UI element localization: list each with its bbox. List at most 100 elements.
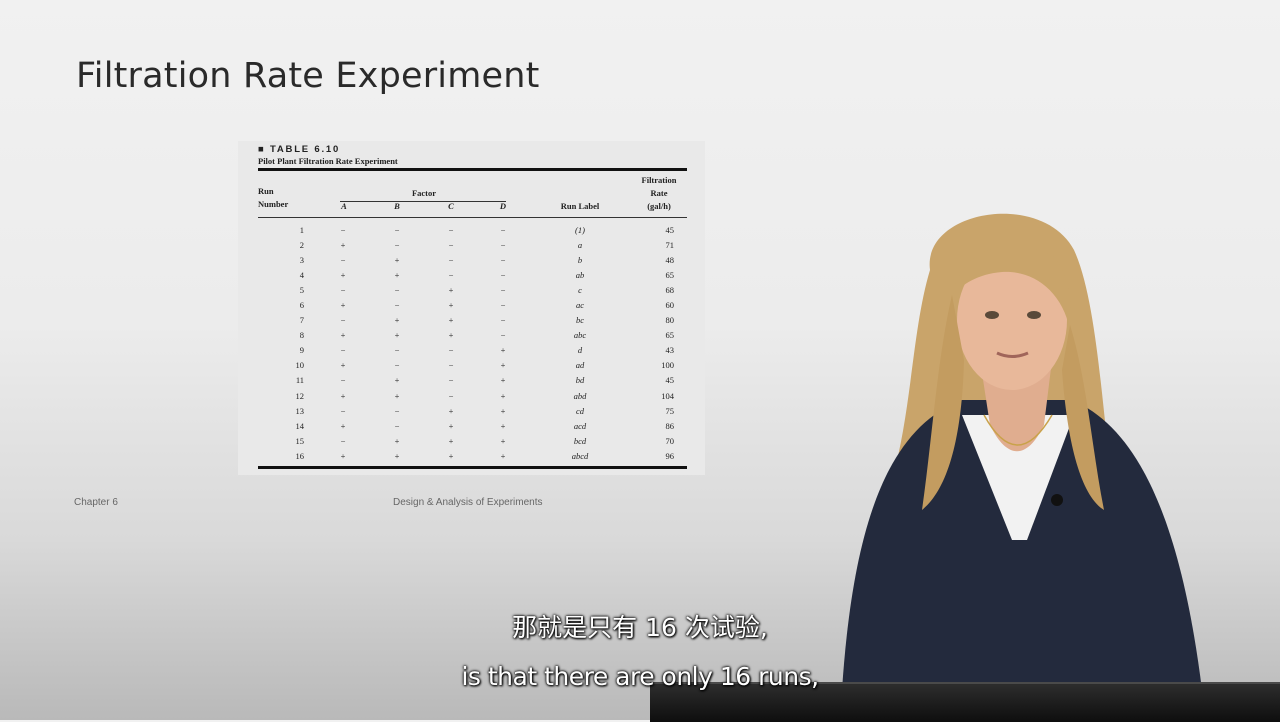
header-run-label: Run Label — [560, 201, 600, 211]
cell-rate: 80 — [665, 315, 675, 326]
cell-rate: 96 — [665, 450, 675, 461]
cell-label: ad — [575, 360, 585, 371]
table-label: ■ TABLE 6.10 — [258, 144, 341, 155]
presenter-shirt — [962, 415, 1074, 540]
cell-b: + — [394, 330, 400, 341]
cell-b: − — [394, 225, 400, 235]
lapel-mic-icon — [1051, 494, 1063, 506]
cell-b: − — [394, 405, 400, 416]
cell-c: + — [448, 450, 454, 461]
footer-course-title: Design & Analysis of Experiments — [393, 497, 543, 508]
cell-a: − — [340, 375, 346, 386]
cell-rate: 100 — [661, 360, 674, 371]
table-row: 3 − + − − b 48 — [258, 253, 687, 268]
cell-rate: 65 — [665, 330, 675, 341]
cell-d: + — [500, 375, 506, 386]
cell-d: − — [500, 300, 506, 311]
table-row: 5 − − + − c 68 — [258, 283, 687, 298]
cell-d: + — [500, 450, 506, 461]
header-rule — [258, 217, 687, 218]
cell-c: − — [448, 390, 454, 401]
header-a: A — [341, 201, 347, 211]
podium — [650, 682, 1280, 722]
cell-d: − — [500, 255, 506, 266]
cell-a: − — [340, 315, 346, 326]
presenter-face — [957, 250, 1067, 390]
cell-a: + — [340, 330, 346, 341]
cell-d: + — [500, 390, 506, 401]
cell-run: 4 — [299, 270, 304, 281]
cell-rate: 48 — [665, 255, 675, 266]
cell-b: + — [394, 255, 400, 266]
cell-run: 2 — [299, 240, 304, 251]
table-row: 12 + + − + abd 104 — [258, 389, 687, 404]
cell-c: − — [448, 270, 454, 281]
cell-c: + — [448, 420, 454, 431]
table-row: 15 − + + + bcd 70 — [258, 434, 687, 449]
factor-rule — [340, 201, 506, 202]
table-header: Run Number Factor A B C D Run Label Filt… — [258, 171, 687, 217]
cell-run: 5 — [299, 285, 304, 296]
cell-b: − — [394, 360, 400, 371]
cell-label: ac — [575, 300, 585, 311]
cell-run: 10 — [295, 360, 305, 371]
data-table: ■ TABLE 6.10 Pilot Plant Filtration Rate… — [238, 141, 705, 475]
cell-a: + — [340, 240, 346, 251]
cell-c: + — [448, 330, 454, 341]
cell-label: (1) — [575, 225, 585, 235]
header-run-line2: Number — [258, 199, 289, 209]
cell-a: − — [340, 435, 346, 446]
cell-rate: 65 — [665, 270, 675, 281]
cell-a: − — [340, 225, 346, 235]
cell-a: + — [340, 420, 346, 431]
presenter-video — [842, 213, 1202, 690]
cell-run: 14 — [295, 420, 305, 431]
table-row: 11 − + − + bd 45 — [258, 373, 687, 388]
cell-rate: 60 — [665, 300, 675, 311]
cell-run: 11 — [295, 375, 304, 386]
header-d: D — [499, 201, 507, 211]
cell-rate: 71 — [665, 240, 675, 251]
header-c: C — [448, 201, 454, 211]
cell-rate: 43 — [665, 345, 675, 356]
cell-c: + — [448, 315, 454, 326]
cell-run: 15 — [295, 435, 305, 446]
cell-b: + — [394, 375, 400, 386]
cell-d: − — [500, 330, 506, 341]
cell-d: + — [500, 345, 506, 356]
cell-label: abd — [573, 390, 587, 401]
table-row: 7 − + + − bc 80 — [258, 313, 687, 328]
cell-label: bc — [575, 315, 585, 326]
cell-d: − — [500, 240, 506, 251]
table-row: 9 − − − + d 43 — [258, 343, 687, 358]
header-run-line1: Run — [258, 186, 274, 196]
cell-b: − — [394, 300, 400, 311]
cell-label: d — [577, 345, 583, 356]
cell-rate: 104 — [661, 390, 674, 401]
cell-rate: 86 — [665, 420, 675, 431]
cell-a: + — [340, 450, 346, 461]
cell-b: − — [394, 420, 400, 431]
cell-c: − — [448, 240, 454, 251]
cell-rate: 45 — [665, 375, 675, 386]
cell-label: a — [577, 240, 583, 251]
cell-d: + — [500, 435, 506, 446]
subtitle-chinese: 那就是只有 16 次试验, — [512, 613, 768, 642]
table-row: 4 + + − − ab 65 — [258, 268, 687, 283]
cell-run: 7 — [299, 315, 304, 326]
cell-c: − — [448, 225, 454, 235]
cell-b: + — [394, 435, 400, 446]
cell-a: − — [340, 285, 346, 296]
cell-a: − — [340, 345, 346, 356]
cell-a: + — [340, 360, 346, 371]
cell-a: + — [340, 270, 346, 281]
presenter-hair-front — [952, 246, 1072, 330]
cell-a: + — [340, 300, 346, 311]
cell-run: 6 — [299, 300, 304, 311]
table-bottom-rule — [258, 465, 687, 469]
cell-c: − — [448, 375, 454, 386]
table-body: 1− − − − (1) 45 2 + − − − a 71 3− + − − b 48 4 + + − − ab 65 5− − + −… — [258, 223, 687, 464]
cell-d: + — [500, 405, 506, 416]
cell-label: b — [577, 255, 583, 266]
cell-c: + — [448, 435, 454, 446]
